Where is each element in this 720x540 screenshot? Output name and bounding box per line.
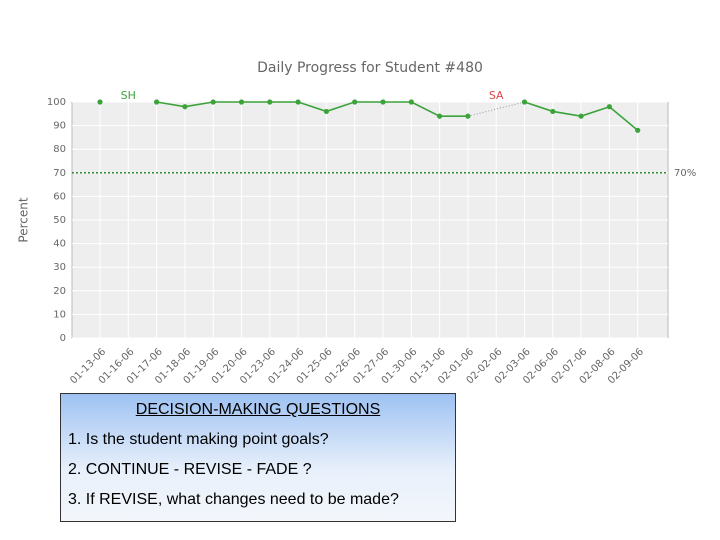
gap-bridge bbox=[467, 101, 525, 117]
data-point bbox=[635, 127, 641, 133]
data-point bbox=[606, 104, 613, 110]
data-point bbox=[154, 99, 160, 105]
data-point bbox=[408, 99, 414, 105]
y-tick-label: 50 bbox=[53, 215, 66, 226]
questions-box: DECISION-MAKING QUESTIONS 1. Is the stud… bbox=[60, 393, 456, 522]
question: 2. CONTINUE - REVISE - FADE ? bbox=[68, 461, 312, 478]
data-point bbox=[182, 104, 188, 110]
data-point bbox=[550, 108, 556, 115]
questions-title: DECISION-MAKING QUESTIONS bbox=[135, 401, 381, 418]
y-tick-label: 0 bbox=[60, 333, 66, 344]
data-point bbox=[578, 113, 584, 119]
y-tick-label: 40 bbox=[53, 239, 66, 250]
data-point bbox=[210, 99, 216, 105]
data-point bbox=[437, 113, 443, 119]
y-tick-label: 100 bbox=[47, 97, 66, 108]
data-point bbox=[97, 99, 103, 105]
question: 3. If REVISE, what changes need to be ma… bbox=[68, 491, 399, 508]
y-tick-label: 10 bbox=[53, 309, 66, 320]
data-point bbox=[380, 99, 386, 105]
y-tick-label: 20 bbox=[53, 286, 66, 297]
data-point bbox=[267, 99, 273, 105]
y-tick-label: 90 bbox=[53, 121, 66, 132]
series-line bbox=[156, 101, 468, 117]
data-point bbox=[352, 99, 358, 105]
y-axis-label: Percent bbox=[17, 197, 31, 242]
y-tick-label: 80 bbox=[53, 144, 66, 155]
y-tick-label: 30 bbox=[53, 262, 66, 273]
y-tick-label: 60 bbox=[53, 191, 66, 202]
data-point bbox=[295, 99, 301, 105]
reference-label: 70% bbox=[674, 168, 696, 179]
data-point bbox=[465, 113, 471, 119]
data-point bbox=[323, 108, 329, 115]
annotation: SA bbox=[489, 89, 504, 102]
annotation: SH bbox=[121, 89, 136, 102]
chart: Daily Progress for Student #480 Percent … bbox=[17, 60, 697, 386]
chart-title: Daily Progress for Student #480 bbox=[257, 60, 483, 76]
data-point bbox=[238, 99, 245, 105]
question: 1. Is the student making point goals? bbox=[68, 431, 329, 448]
data-point bbox=[521, 99, 528, 105]
y-tick-label: 70 bbox=[53, 168, 66, 179]
